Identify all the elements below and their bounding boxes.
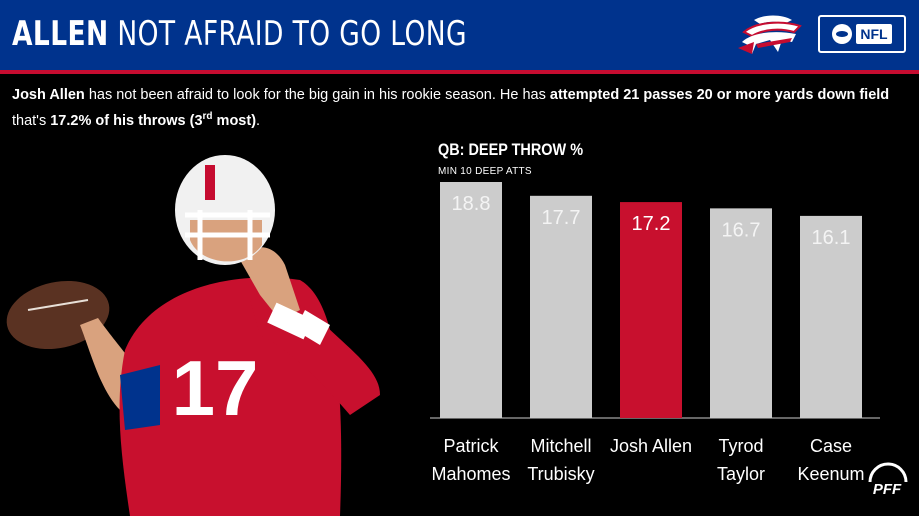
intro-ordinal-suffix: rd bbox=[202, 111, 213, 122]
intro-text-2: that's bbox=[12, 112, 51, 129]
bar bbox=[620, 202, 682, 418]
title-rest: NOT AFRAID TO GO LONG bbox=[117, 14, 467, 54]
nfl-label: NFL bbox=[856, 24, 892, 44]
jersey-number: 17 bbox=[172, 344, 259, 432]
category-label: Mitchell bbox=[530, 436, 591, 456]
intro-stat-1: attempted 21 passes 20 or more yards dow… bbox=[549, 87, 890, 103]
cbs-eye-icon bbox=[832, 24, 853, 44]
intro-text-3: . bbox=[256, 112, 261, 129]
category-label: Trubisky bbox=[527, 464, 594, 484]
header-stripe bbox=[0, 70, 919, 74]
bar-value-label: 16.1 bbox=[812, 227, 851, 249]
bills-logo-icon bbox=[738, 15, 802, 54]
category-label: Josh Allen bbox=[610, 436, 692, 456]
player-photo: 17 bbox=[6, 155, 380, 516]
chart-title: QB: DEEP THROW % bbox=[438, 140, 584, 159]
bar-value-label: 17.2 bbox=[632, 213, 671, 235]
intro-text-1: has not been afraid to look for the big … bbox=[84, 87, 550, 103]
title-bold: ALLEN bbox=[12, 14, 109, 54]
intro-stat-2: 17.2% of his throws (3 bbox=[50, 112, 203, 129]
bar-value-label: 16.7 bbox=[722, 219, 761, 241]
bar bbox=[800, 215, 862, 418]
category-label: Case bbox=[810, 436, 852, 456]
category-label: Keenum bbox=[797, 464, 864, 484]
header-bar: ALLEN NOT AFRAID TO GO LONG NFL bbox=[0, 0, 919, 70]
bar-chart: 18.8 Patrick Mahomes 17.7 Mitchell Trubisky 17… bbox=[430, 182, 880, 484]
intro-player-name: Josh Allen bbox=[12, 87, 85, 103]
category-label: Taylor bbox=[717, 464, 765, 484]
cbs-nfl-logo: NFL bbox=[818, 15, 906, 53]
category-label: Patrick bbox=[443, 436, 499, 456]
category-label: Mahomes bbox=[431, 464, 510, 484]
bar bbox=[530, 195, 592, 418]
chart-subtitle: MIN 10 DEEP ATTS bbox=[438, 166, 532, 177]
bar bbox=[710, 208, 772, 418]
bar-value-label: 18.8 bbox=[452, 193, 491, 215]
intro-paragraph: Josh Allen has not been afraid to look f… bbox=[12, 85, 892, 132]
bar bbox=[440, 182, 502, 418]
category-label: Tyrod bbox=[718, 436, 763, 456]
bar-value-label: 17.7 bbox=[542, 207, 581, 229]
intro-stat-3: most) bbox=[212, 112, 257, 129]
pff-label: PFF bbox=[873, 481, 902, 498]
pff-logo-icon: PFF bbox=[868, 462, 908, 498]
page-title: ALLEN NOT AFRAID TO GO LONG bbox=[12, 14, 467, 54]
